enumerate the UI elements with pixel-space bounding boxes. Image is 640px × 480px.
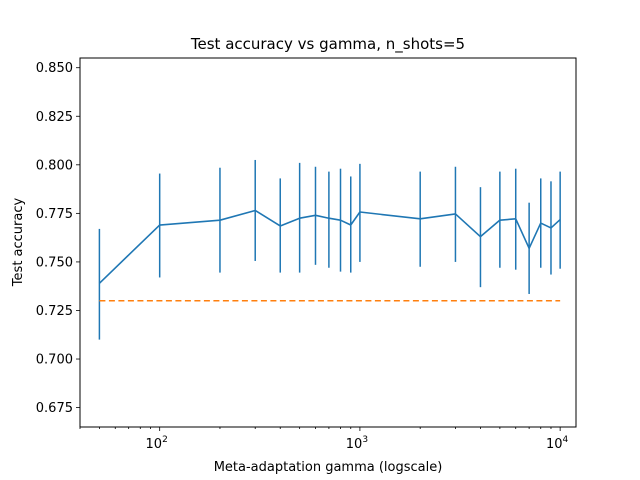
y-tick-label: 0.850 xyxy=(36,61,73,76)
x-axis-label: Meta-adaptation gamma (logscale) xyxy=(214,460,443,475)
x-tick-label: 103 xyxy=(346,435,368,452)
plot-area xyxy=(98,159,561,340)
series-line xyxy=(98,209,561,284)
series-0 xyxy=(98,159,561,340)
y-tick-label: 0.825 xyxy=(36,110,73,125)
y-tick-label: 0.675 xyxy=(36,401,73,416)
chart-title: Test accuracy vs gamma, n_shots=5 xyxy=(190,35,465,54)
x-axis: 102 103 104 xyxy=(79,427,569,452)
y-tick-label: 0.750 xyxy=(36,255,73,270)
y-tick-label: 0.775 xyxy=(36,207,73,222)
y-tick-label: 0.700 xyxy=(36,353,73,368)
axes-frame xyxy=(79,57,577,428)
x-tick-label: 104 xyxy=(546,435,569,452)
y-axis-label: Test accuracy xyxy=(11,198,26,288)
y-axis: 0.675 0.700 0.725 0.750 0.775 0.800 0.825 0.850 xyxy=(36,61,80,416)
y-tick-label: 0.800 xyxy=(36,158,73,173)
y-tick-label: 0.725 xyxy=(36,304,73,319)
x-tick-label: 102 xyxy=(146,435,168,452)
